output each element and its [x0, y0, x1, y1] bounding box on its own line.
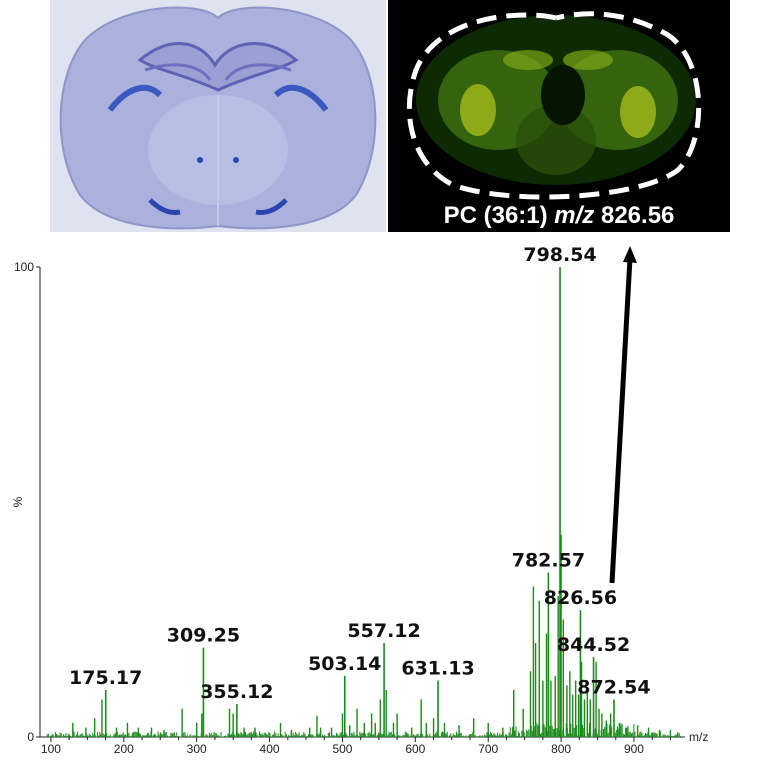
peak-label: 175.17 [69, 667, 142, 689]
x-tick-label: 300 [187, 742, 207, 756]
peak-label: 309.25 [167, 625, 240, 647]
peak-labels: 175.17 309.25 355.12 503.14 557.12 631.13 782.… [69, 244, 651, 703]
x-tick-label: 700 [478, 742, 498, 756]
x-tick-label: 800 [551, 742, 571, 756]
peak-label: 782.57 [512, 550, 585, 572]
y-axis-title: % [11, 496, 25, 507]
y-tick-label: 100 [14, 260, 34, 274]
peak-label: 557.12 [347, 620, 420, 642]
histology-image [50, 0, 386, 232]
peak-label: 503.14 [308, 653, 381, 675]
brain-section-illustration [50, 0, 386, 232]
arrow-head [623, 246, 637, 263]
arrow-shaft [609, 257, 633, 584]
msi-image: PC (36:1) m/z 826.56 [388, 0, 730, 232]
y-tick-label: 0 [27, 730, 34, 744]
x-tick-label: 900 [624, 742, 644, 756]
peak-label: 355.12 [200, 681, 273, 703]
x-tick-label: 400 [260, 742, 280, 756]
msi-caption-mz: m/z [554, 202, 595, 229]
msi-caption-prefix: PC (36:1) [443, 202, 555, 229]
x-tick-label: 200 [114, 742, 134, 756]
peak-label: 798.54 [523, 244, 596, 266]
peak-label: 826.56 [544, 587, 617, 609]
msi-caption-value: 826.56 [594, 202, 675, 229]
x-tick-label: 600 [405, 742, 425, 756]
peaks [46, 267, 681, 737]
x-tick-label: 500 [332, 742, 352, 756]
peak-label: 631.13 [401, 658, 474, 680]
x-axis-title: m/z [689, 730, 708, 744]
peak-label: 844.52 [557, 634, 630, 656]
msi-heatmap-illustration [388, 0, 730, 232]
msi-caption: PC (36:1) m/z 826.56 [388, 202, 730, 230]
axes: 100 200 300 400 500 600 700 800 900 0 100% m/z [11, 260, 708, 756]
x-tick-label: 100 [41, 742, 61, 756]
peak-label: 872.54 [577, 676, 650, 698]
